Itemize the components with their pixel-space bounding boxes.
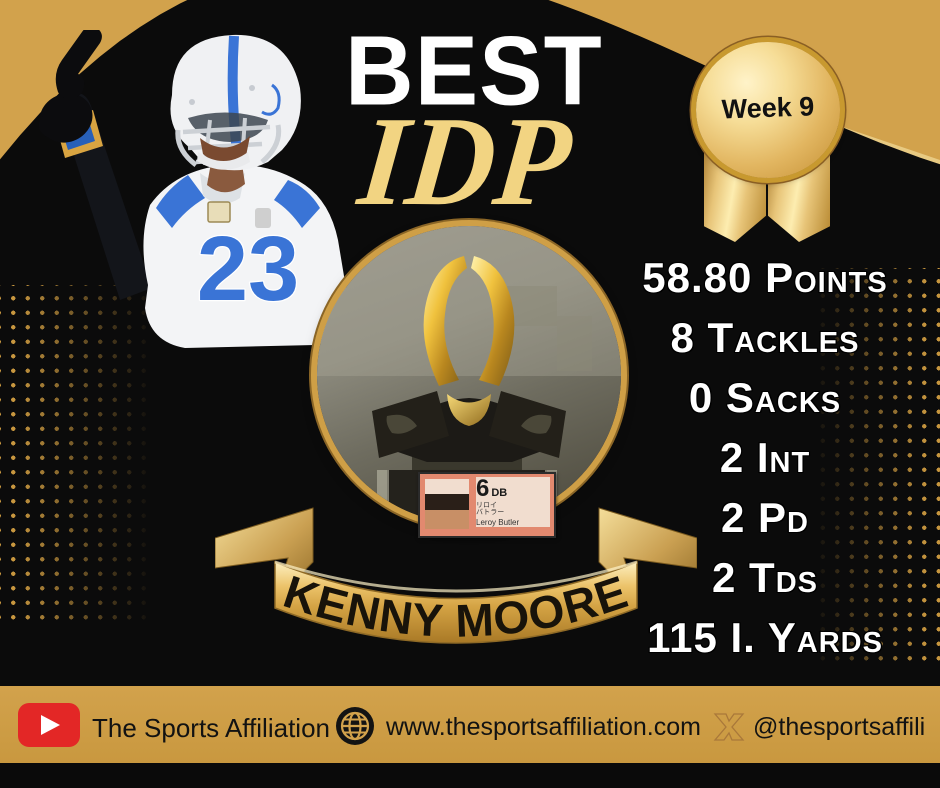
- svg-text:KENNY MOORE: KENNY MOORE: [278, 565, 635, 647]
- svg-text:23: 23: [197, 218, 299, 320]
